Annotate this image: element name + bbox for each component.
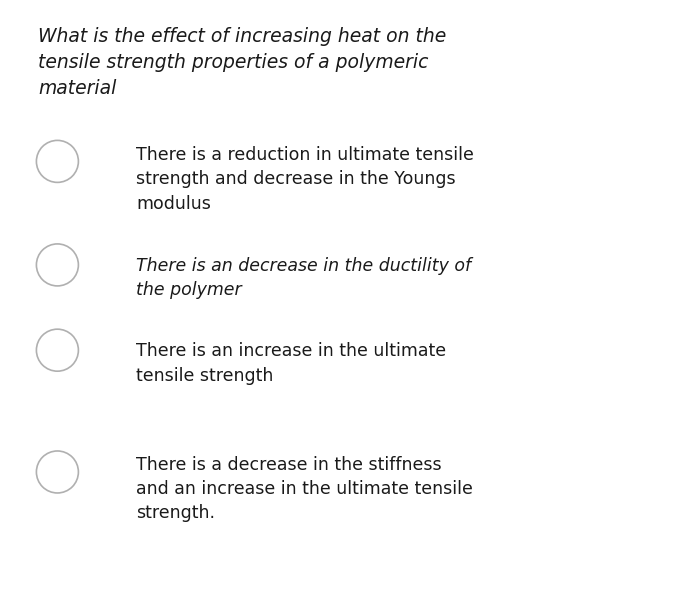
Text: There is a reduction in ultimate tensile
strength and decrease in the Youngs
mod: There is a reduction in ultimate tensile… xyxy=(136,146,475,213)
Text: There is an increase in the ultimate
tensile strength: There is an increase in the ultimate ten… xyxy=(136,342,447,384)
Text: There is a decrease in the stiffness
and an increase in the ultimate tensile
str: There is a decrease in the stiffness and… xyxy=(136,456,473,522)
Text: There is an decrease in the ductility of
the polymer: There is an decrease in the ductility of… xyxy=(136,257,472,299)
Text: What is the effect of increasing heat on the
tensile strength properties of a po: What is the effect of increasing heat on… xyxy=(38,27,447,98)
